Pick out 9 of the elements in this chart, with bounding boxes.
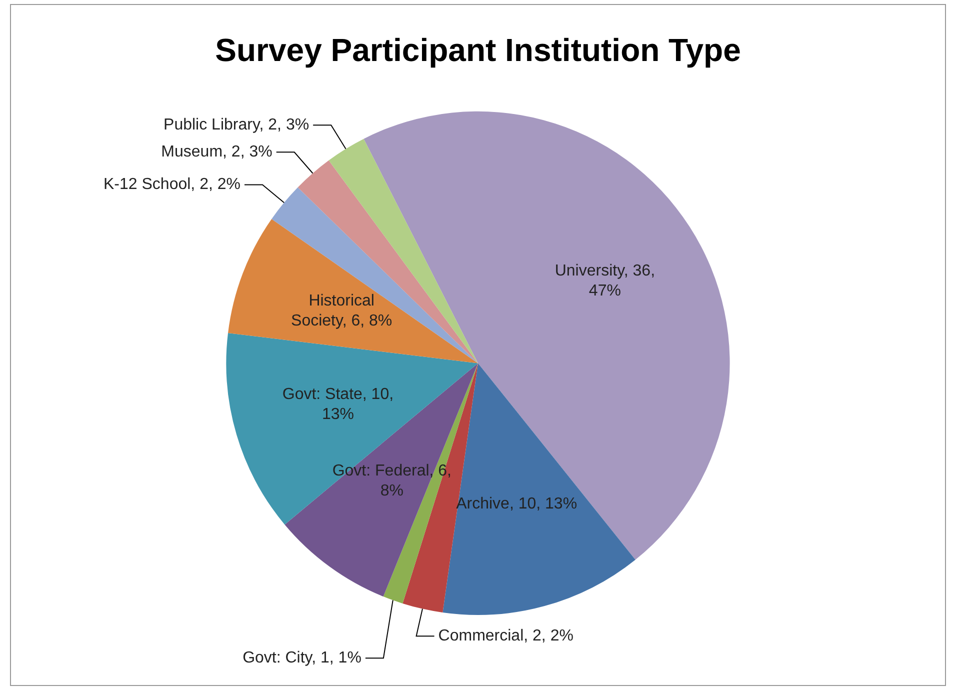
chart-title: Survey Participant Institution Type: [215, 32, 741, 68]
slice-label: Museum, 2, 3%: [161, 144, 272, 161]
slice-label: Commercial, 2, 2%: [438, 628, 574, 645]
slice-label: Govt: State, 10, 13%: [282, 386, 394, 424]
slice-label: K-12 School, 2, 2%: [104, 176, 240, 194]
slice-label: University, 36, 47%: [554, 262, 656, 300]
slice-label: Public Library, 2, 3%: [164, 116, 310, 134]
slice-label: Govt: City, 1, 1%: [242, 650, 362, 667]
slice-label: Historical Society, 6, 8%: [291, 292, 392, 330]
